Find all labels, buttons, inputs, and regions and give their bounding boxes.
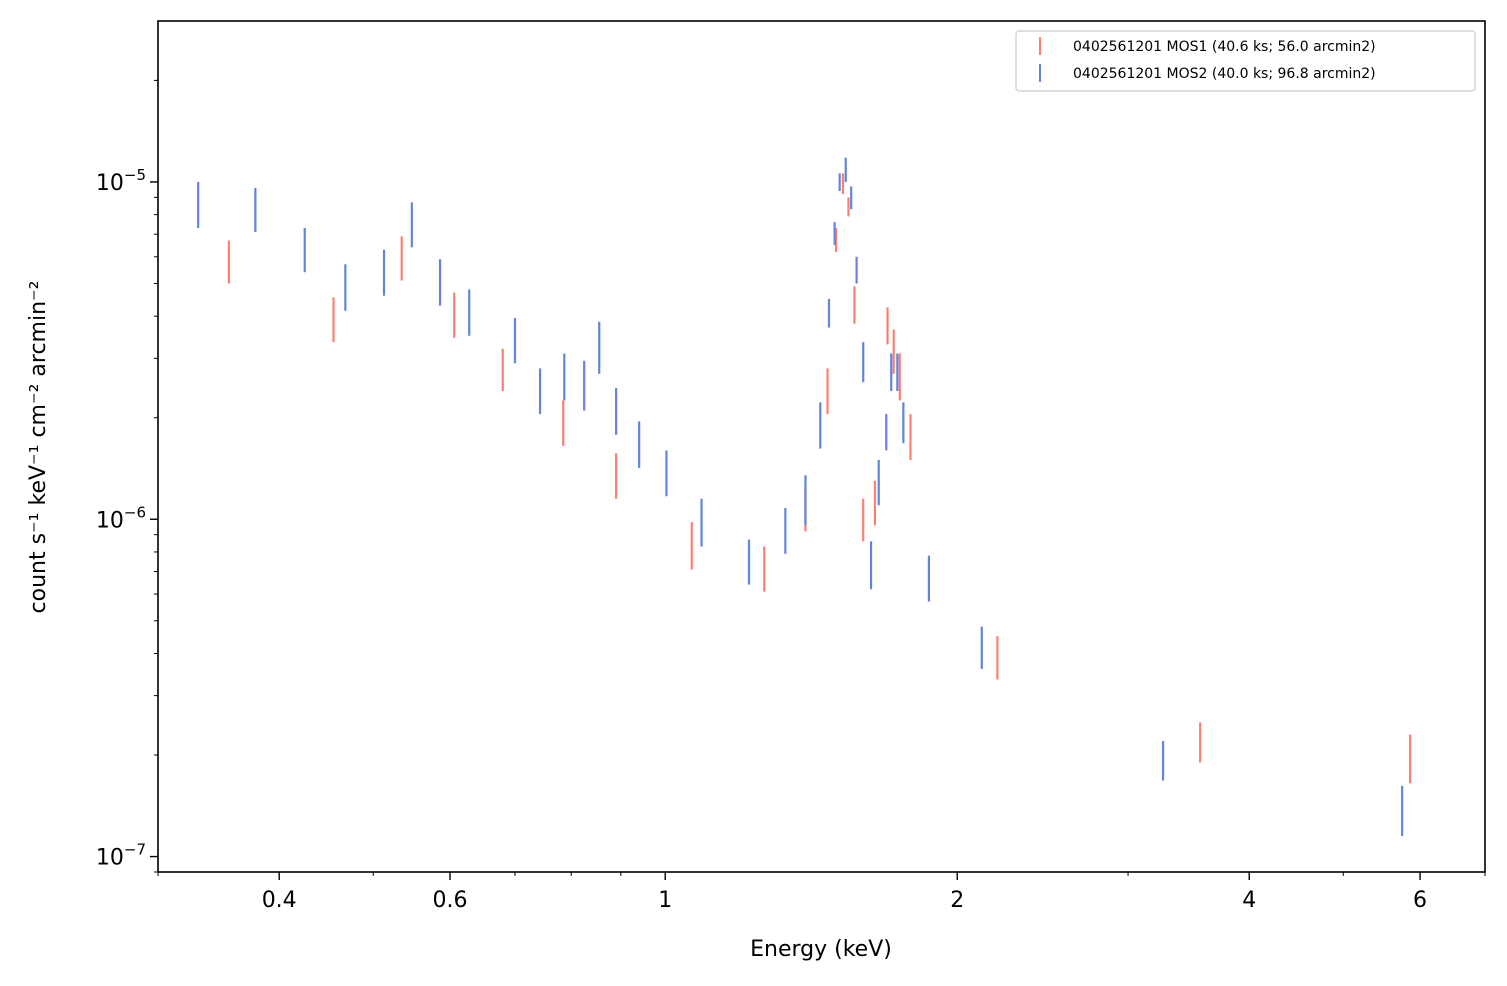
legend: 0402561201 MOS1 (40.6 ks; 56.0 arcmin2) …: [1015, 30, 1476, 92]
plot-area: [158, 21, 1485, 872]
y-tick-label-2: 10−6: [96, 503, 146, 533]
x-tick-label-4: 2: [950, 888, 964, 913]
plot-frame: [157, 20, 1486, 873]
x-axis-label: Energy (keV): [750, 937, 892, 962]
x-tick-label-5: 4: [1242, 888, 1256, 913]
x-tick-label-6: 6: [1413, 888, 1427, 913]
x-tick-label-2: 0.6: [433, 888, 468, 913]
series-2: [197, 157, 1404, 837]
x-tick-label-3: 1: [658, 888, 672, 913]
y-tick-label-3: 10−7: [96, 841, 146, 871]
y-axis-ticks: 10−5 10−6 10−7: [96, 79, 158, 873]
legend-label-mos1: 0402561201 MOS1 (40.6 ks; 56.0 arcmin2): [1073, 39, 1376, 55]
series-layer: [197, 157, 1412, 837]
legend-label-mos2: 0402561201 MOS2 (40.0 ks; 96.8 arcmin2): [1073, 66, 1376, 82]
legend-box: [1015, 30, 1476, 92]
y-tick-label-1: 10−5: [96, 166, 146, 196]
x-axis-ticks: 0.4 0.6 1 2 4 6: [157, 872, 1486, 913]
y-axis-label: count s⁻¹ keV⁻¹ cm⁻² arcmin⁻²: [26, 281, 51, 614]
x-tick-label-1: 0.4: [262, 888, 297, 913]
